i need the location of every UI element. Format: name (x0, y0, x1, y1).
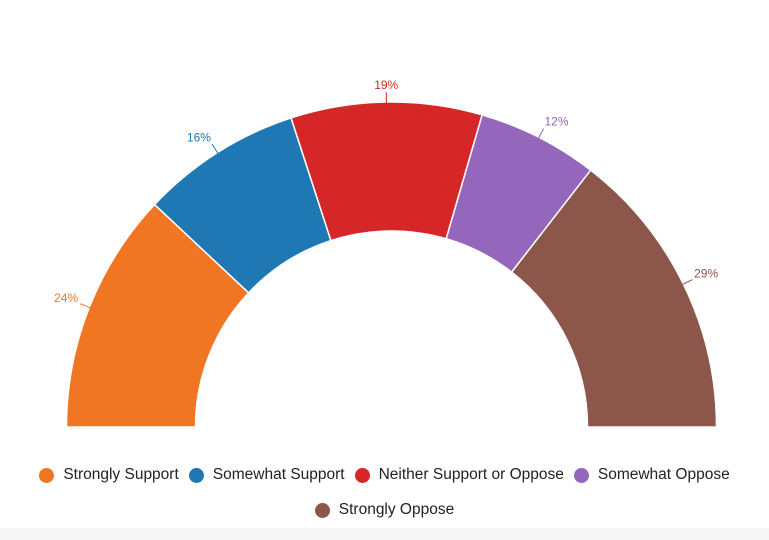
bottom-band (0, 528, 769, 540)
legend-label-somewhat-oppose: Somewhat Oppose (597, 466, 730, 483)
chart-data-labels: 24% 16% 19% 12% 29% (54, 78, 718, 305)
half-donut-chart: 24% 16% 19% 12% 29% (54, 78, 718, 428)
data-label-strongly-support: 24% (54, 291, 78, 305)
legend-item-strongly-support[interactable]: Strongly Support (39, 466, 179, 484)
data-label-somewhat-support: 16% (187, 130, 211, 144)
data-label-neither-support-or-oppose: 19% (374, 78, 398, 92)
legend-row-2: Strongly Oppose (0, 497, 769, 523)
legend-label-somewhat-support: Somewhat Support (212, 466, 345, 483)
legend-item-strongly-oppose[interactable]: Strongly Oppose (314, 501, 455, 519)
chart-legend: Strongly Support Somewhat Support Neithe… (0, 462, 769, 532)
data-label-strongly-oppose: 29% (694, 267, 718, 281)
legend-item-somewhat-support[interactable]: Somewhat Support (188, 466, 345, 484)
leader-strongly-oppose (681, 279, 693, 286)
slice-strongly-oppose[interactable] (510, 169, 718, 428)
leader-strongly-support (79, 303, 92, 309)
legend-item-somewhat-oppose[interactable]: Somewhat Oppose (573, 466, 730, 484)
chart-slices (65, 101, 718, 428)
legend-item-neither-support-or-oppose[interactable]: Neither Support or Oppose (354, 466, 564, 484)
leader-somewhat-support (211, 143, 219, 155)
legend-label-strongly-support: Strongly Support (63, 466, 179, 483)
leader-somewhat-oppose (537, 128, 545, 140)
legend-row-1: Strongly Support Somewhat Support Neithe… (0, 462, 769, 488)
legend-swatch-somewhat-support (188, 467, 204, 483)
legend-label-neither-support-or-oppose: Neither Support or Oppose (378, 466, 564, 483)
legend-label-strongly-oppose: Strongly Oppose (338, 501, 455, 518)
legend-swatch-somewhat-oppose (573, 467, 589, 483)
legend-swatch-strongly-support (39, 467, 55, 483)
data-label-somewhat-oppose: 12% (544, 115, 568, 129)
legend-swatch-neither-support-or-oppose (354, 467, 370, 483)
legend-swatch-strongly-oppose (314, 502, 330, 518)
chart-label-leaders (79, 92, 693, 309)
